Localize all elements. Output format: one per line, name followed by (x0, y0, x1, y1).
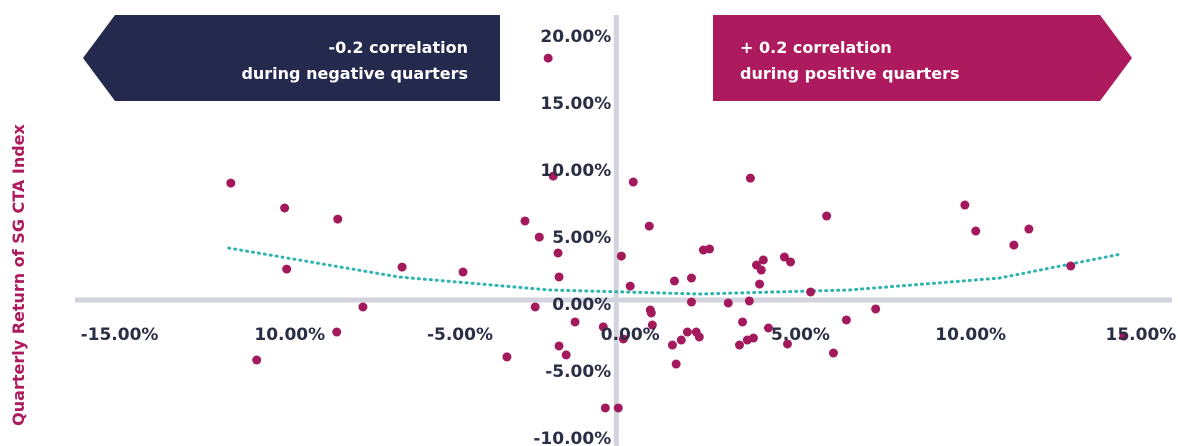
point (570, 317, 580, 327)
point (554, 272, 564, 282)
point (613, 403, 623, 413)
point (598, 322, 608, 332)
point (822, 211, 832, 221)
point (756, 265, 766, 275)
point (745, 173, 755, 183)
point (647, 320, 657, 330)
point (671, 359, 681, 369)
banner-text: during positive quarters (740, 64, 960, 83)
point (332, 327, 342, 337)
point (458, 267, 468, 277)
point (618, 334, 628, 344)
point (625, 281, 635, 291)
point (252, 355, 262, 365)
x-tick-label: -5.00% (427, 325, 493, 345)
point (646, 308, 656, 318)
point (616, 251, 626, 261)
point (282, 264, 292, 274)
point (960, 200, 970, 210)
point (554, 341, 564, 351)
x-tick-label: -15.00% (81, 325, 159, 345)
point (779, 252, 789, 262)
point (686, 273, 696, 283)
banner-text: -0.2 correlation (329, 38, 468, 57)
x-tick-label: 10.00% (935, 325, 1006, 345)
point (1119, 331, 1129, 341)
point (782, 339, 792, 349)
point (723, 298, 733, 308)
point (644, 221, 654, 231)
point (548, 171, 558, 181)
point (694, 332, 704, 342)
trendline (227, 246, 1123, 296)
y-axis-label: Quarterly Return of SG CTA Index (9, 123, 28, 425)
y-tick-label: 0.00% (552, 295, 611, 315)
point (280, 203, 290, 213)
point (748, 333, 758, 343)
point (806, 287, 816, 297)
point (705, 244, 715, 254)
point (561, 350, 571, 360)
point (520, 216, 530, 226)
y-tick-label: -5.00% (545, 362, 611, 382)
point (530, 302, 540, 312)
y-tick-label: 5.00% (552, 228, 611, 248)
point (734, 340, 744, 350)
y-tick-label: -10.00% (533, 429, 611, 446)
point (755, 279, 765, 289)
point (871, 304, 881, 314)
point (502, 352, 512, 362)
point (397, 262, 407, 272)
point (543, 53, 553, 63)
x-tick-label: 15.00% (1106, 325, 1177, 345)
point (682, 327, 692, 337)
point (738, 317, 748, 327)
point (841, 315, 851, 325)
point (786, 257, 796, 267)
point (534, 232, 544, 242)
point (358, 302, 368, 312)
point (744, 296, 754, 306)
point (686, 297, 696, 307)
point (600, 403, 610, 413)
x-tick-label: 5.00% (771, 325, 830, 345)
point (758, 255, 768, 265)
point (226, 178, 236, 188)
point (667, 340, 677, 350)
y-tick-label: 20.00% (540, 27, 611, 47)
point (333, 214, 343, 224)
banner-positive (713, 15, 1132, 101)
point (971, 226, 981, 236)
point (628, 177, 638, 187)
point (676, 335, 686, 345)
point (1024, 224, 1034, 234)
point (1009, 240, 1019, 250)
point (1066, 261, 1076, 271)
y-tick-label: 10.00% (540, 161, 611, 181)
banner-text: + 0.2 correlation (740, 38, 892, 57)
point (669, 276, 679, 286)
y-tick-label: 15.00% (540, 94, 611, 114)
point (763, 323, 773, 333)
point (553, 248, 563, 258)
x-tick-label: 0.00% (601, 325, 660, 345)
point (828, 348, 838, 358)
banner-negative (83, 15, 500, 101)
banner-text: during negative quarters (241, 64, 468, 83)
x-tick-label: 10.00% (254, 325, 325, 345)
